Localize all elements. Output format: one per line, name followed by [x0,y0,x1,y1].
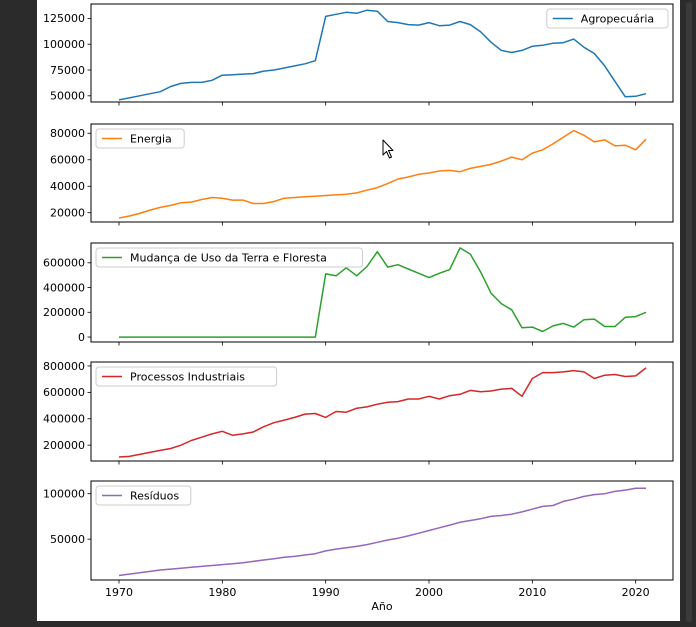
x-tick-label: 1990 [312,586,340,599]
y-tick-label: 200000 [43,306,85,319]
y-tick-label: 0 [78,331,85,344]
y-tick-label: 80000 [50,127,85,140]
axes-frame [90,3,674,103]
legend-label: Processos Industriais [130,371,245,384]
legend-box [95,128,185,149]
panel-energia: 20000 40000 60000 80000 Energia [50,123,674,226]
x-tick-label: 1980 [208,586,236,599]
series-line-agropecuaria [118,9,647,101]
figure: 50000 75000 100000 125000 Agropecuária 20000 4… [37,0,680,621]
panel-agropecuaria: 50000 75000 100000 125000 Agropecuária [43,3,674,106]
legend-label: Agropecuária [581,13,654,26]
y-tick-label: 100000 [43,38,85,51]
y-tick-label: 600000 [43,386,85,399]
panel-processos-industriais: 200000 400000 600000 800000 Processos Indust… [43,360,674,465]
y-tick-label: 20000 [50,207,85,220]
y-tick-label: 75000 [50,64,85,77]
legend-label: Resíduos [130,490,179,503]
y-tick-label: 800000 [43,360,85,373]
legend-box [95,366,278,387]
x-tick-label: 2010 [518,586,546,599]
series-line-mudanca-de-uso-da-terra-e-floresta [119,247,647,338]
x-tick-label: 1970 [105,586,133,599]
panel-mudanca-de-uso-da-terra-e-floresta: 0 200000 400000 600000 Mudança de Uso da Ter… [43,242,674,346]
y-tick-label: 40000 [50,180,85,193]
panel-residuos: 50000 100000 1970 1980 1990 2000 2010 2020 Resíd… [43,480,674,599]
legend-label: Mudança de Uso da Terra e Floresta [130,252,327,265]
y-tick-label: 50000 [50,533,85,546]
y-tick-label: 50000 [50,90,85,103]
axes-frame [90,242,674,343]
y-tick-label: 400000 [43,413,85,426]
legend-box [95,485,192,506]
scrollbar-thumb[interactable] [686,2,692,622]
y-tick-label: 400000 [43,281,85,294]
legend-box [546,8,669,29]
legend-box [95,247,363,268]
series-line-processos-industriais [118,367,647,458]
x-tick-label: 2020 [622,586,650,599]
y-tick-label: 200000 [43,439,85,452]
y-tick-label: 60000 [50,154,85,167]
x-axis-label: Año [371,600,392,613]
vertical-scrollbar[interactable] [682,0,696,627]
legend-label: Energia [130,133,172,146]
x-tick-label: 2000 [415,586,443,599]
y-tick-label: 125000 [43,12,85,25]
y-tick-label: 100000 [43,488,85,501]
axes-frame [90,480,674,581]
y-tick-label: 600000 [43,257,85,270]
series-line-energia [118,129,647,219]
axes-frame [90,123,674,223]
axes-frame [90,361,674,462]
mouse-cursor-icon [382,139,394,159]
series-line-residuos [118,487,646,577]
